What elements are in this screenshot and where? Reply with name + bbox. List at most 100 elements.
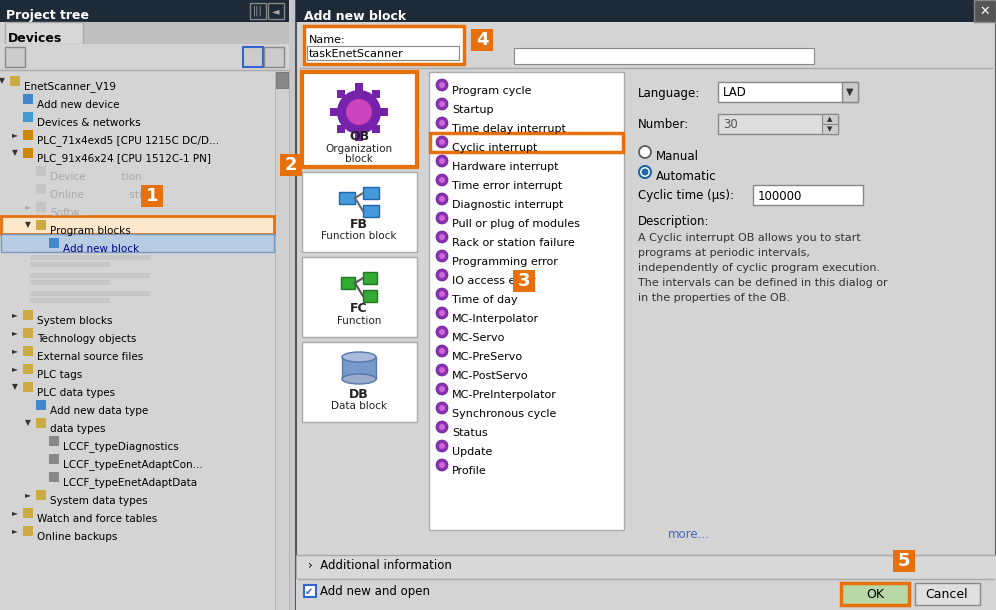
Text: Cyclic interrupt: Cyclic interrupt	[452, 143, 538, 153]
Text: independently of cyclic program execution.: independently of cyclic program executio…	[638, 263, 880, 273]
Text: Manual: Manual	[656, 151, 699, 163]
Text: Function: Function	[337, 316, 381, 326]
Bar	[36, 220, 46, 230]
Text: ►: ►	[12, 346, 18, 356]
Circle shape	[439, 386, 445, 392]
Text: Online backups: Online backups	[37, 532, 118, 542]
Text: External source files: External source files	[37, 352, 143, 362]
Bar	[822, 124, 838, 134]
Bar	[302, 342, 417, 422]
Text: IO access error: IO access error	[452, 276, 536, 286]
Bar	[10, 76, 20, 86]
Text: ►: ►	[12, 509, 18, 517]
Text: MC-PostServo: MC-PostServo	[452, 371, 529, 381]
Text: LCCF_typeEnetAdaptCon...: LCCF_typeEnetAdaptCon...	[63, 459, 203, 470]
Circle shape	[439, 196, 445, 202]
Text: ▼: ▼	[25, 220, 31, 229]
Text: Watch and force tables: Watch and force tables	[37, 514, 157, 524]
Circle shape	[439, 82, 445, 88]
Bar	[380, 108, 388, 116]
Bar	[1, 216, 274, 234]
Bar	[280, 154, 302, 176]
Text: Time error interrupt: Time error interrupt	[452, 181, 563, 191]
Bar	[304, 26, 464, 64]
Text: Program cycle: Program cycle	[452, 86, 532, 96]
Bar	[36, 184, 46, 194]
Bar	[30, 298, 110, 303]
Bar	[23, 346, 33, 356]
Circle shape	[436, 174, 448, 186]
Circle shape	[439, 329, 445, 335]
Text: Add new device: Add new device	[37, 100, 120, 110]
Text: Status: Status	[452, 428, 488, 438]
Circle shape	[439, 291, 445, 297]
Bar	[842, 82, 858, 102]
Bar	[363, 205, 379, 217]
Bar	[341, 277, 355, 289]
Text: ►: ►	[12, 131, 18, 140]
Circle shape	[436, 117, 448, 129]
Text: Add new data type: Add new data type	[50, 406, 148, 416]
Text: MC-PreServo: MC-PreServo	[452, 352, 523, 362]
Text: ►: ►	[12, 526, 18, 536]
Bar	[355, 83, 363, 91]
Text: Devices & networks: Devices & networks	[37, 118, 140, 128]
Circle shape	[439, 215, 445, 221]
Text: |||: |||	[253, 5, 263, 16]
Circle shape	[436, 459, 448, 471]
Circle shape	[337, 90, 381, 134]
Text: MC-Servo: MC-Servo	[452, 333, 505, 343]
Text: Hardware interrupt: Hardware interrupt	[452, 162, 559, 172]
Text: Automatic: Automatic	[656, 171, 717, 184]
Circle shape	[436, 98, 448, 110]
Circle shape	[439, 253, 445, 259]
Circle shape	[436, 250, 448, 262]
Circle shape	[439, 310, 445, 316]
Text: EnetScanner_V19: EnetScanner_V19	[24, 82, 116, 93]
Bar	[23, 130, 33, 140]
Text: Number:: Number:	[638, 118, 689, 132]
Text: OK: OK	[866, 587, 884, 600]
Circle shape	[436, 269, 448, 281]
Circle shape	[439, 234, 445, 240]
Circle shape	[439, 272, 445, 278]
Bar	[974, 0, 996, 22]
Bar	[339, 192, 355, 204]
Text: more...: more...	[668, 528, 710, 542]
Text: ►: ►	[12, 365, 18, 373]
Bar	[471, 29, 493, 51]
Bar	[330, 108, 338, 116]
Text: ►: ►	[12, 329, 18, 337]
Ellipse shape	[342, 352, 376, 362]
Bar	[250, 3, 266, 19]
Text: ✔: ✔	[305, 587, 313, 597]
Circle shape	[436, 402, 448, 414]
Text: Program blocks: Program blocks	[50, 226, 130, 236]
Text: 3: 3	[518, 272, 530, 290]
Bar	[893, 550, 915, 572]
Text: OB: OB	[349, 131, 370, 143]
Bar	[23, 310, 33, 320]
Bar	[1, 234, 274, 252]
Text: Time of day: Time of day	[452, 295, 518, 305]
Text: Device           tion: Device tion	[50, 172, 141, 182]
Bar	[36, 202, 46, 212]
Bar	[23, 112, 33, 122]
Text: LCCF_typeDiagnostics: LCCF_typeDiagnostics	[63, 442, 178, 453]
Bar	[302, 72, 417, 167]
Bar	[841, 583, 909, 605]
Text: DB: DB	[350, 387, 369, 401]
Bar	[49, 436, 59, 446]
Text: Language:: Language:	[638, 87, 700, 99]
Text: ▼: ▼	[12, 148, 18, 157]
Text: data types: data types	[50, 424, 106, 434]
Bar	[49, 238, 59, 248]
Bar	[30, 273, 150, 278]
Bar	[372, 90, 380, 98]
Text: ▼: ▼	[0, 76, 5, 85]
Circle shape	[439, 101, 445, 107]
Text: 5: 5	[897, 552, 910, 570]
Text: 30: 30	[723, 118, 738, 132]
Text: Name:: Name:	[309, 35, 346, 45]
Text: Softw...: Softw...	[50, 208, 89, 218]
